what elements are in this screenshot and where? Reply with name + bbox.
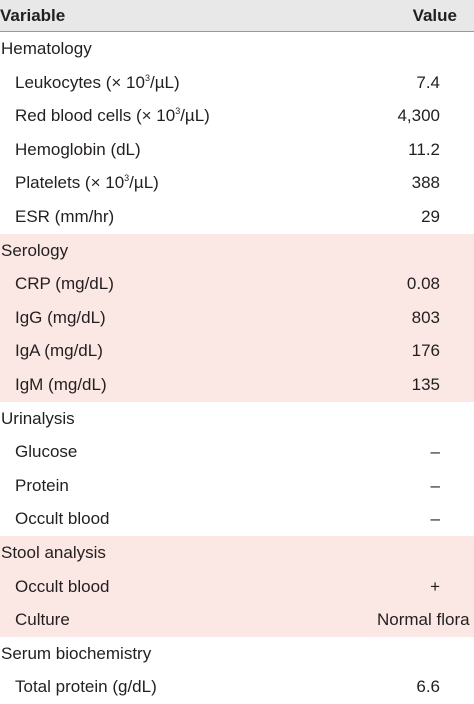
row-label-text: Hemoglobin (dL) [15, 139, 141, 159]
row-label-text: Platelets (× 10 [15, 173, 125, 193]
table-row: Total protein (g/dL) 6.6 [0, 670, 474, 704]
table-row: Glucose – [0, 435, 474, 469]
row-label: Culture [15, 603, 70, 637]
row-label-text: CRP (mg/dL) [15, 274, 114, 294]
table-row: Red blood cells (× 103/µL) 4,300 [0, 99, 474, 133]
row-value: – [430, 442, 440, 462]
table-section: Hematology Leukocytes (× 103/µL) 7.4 Red bl… [0, 32, 474, 234]
table-row: IgG (mg/dL) 803 [0, 301, 474, 335]
table-row: Occult blood – [0, 502, 474, 536]
header-divider [0, 31, 474, 32]
row-label: Occult blood [15, 570, 110, 604]
row-value: 0.08 [406, 274, 440, 294]
section-title-row: Hematology [0, 32, 474, 66]
table-row: CRP (mg/dL) 0.08 [0, 267, 474, 301]
row-label-text: IgG (mg/dL) [15, 307, 106, 327]
table-row: Hemoglobin (dL) 11.2 [0, 133, 474, 167]
row-label-text: Red blood cells (× 10 [15, 106, 176, 126]
row-label-exponent: 3 [175, 106, 181, 117]
row-label: ESR (mm/hr) [15, 200, 114, 234]
value-column-header: Value [412, 6, 457, 25]
row-label-exponent: 3 [144, 72, 150, 83]
row-label: IgA (mg/dL) [15, 334, 103, 368]
row-value: – [430, 509, 440, 529]
row-label-text: Occult blood [15, 576, 110, 596]
row-value: Normal flora [377, 610, 470, 630]
section-title: Hematology [1, 39, 92, 58]
row-label-text: Occult blood [15, 509, 110, 529]
section-title-row: Stool analysis [0, 536, 474, 570]
section-title: Urinalysis [1, 408, 75, 428]
row-label: Protein [15, 469, 69, 503]
row-label: Occult blood [15, 502, 110, 536]
row-label-exponent: 3 [124, 173, 130, 184]
section-title-row: Urinalysis [0, 402, 474, 436]
row-label: IgM (mg/dL) [15, 368, 107, 402]
table-row: IgA (mg/dL) 176 [0, 334, 474, 368]
row-label-text: Glucose [15, 442, 78, 462]
row-label-text: Protein [15, 475, 69, 495]
row-value: 11.2 [408, 139, 440, 159]
row-value: 6.6 [416, 677, 440, 697]
table-row: Occult blood + [0, 570, 474, 604]
section-title-row: Serology [0, 234, 474, 268]
row-label-text: Culture [15, 610, 70, 630]
row-label: Glucose [15, 435, 77, 469]
row-label: Red blood cells (× 103/µL) [15, 99, 210, 133]
row-value: 388 [411, 173, 440, 193]
table-section: Serum biochemistry Total protein (g/dL) 6.… [0, 637, 474, 704]
table-row: Platelets (× 103/µL) 388 [0, 166, 474, 200]
table-row: Protein – [0, 469, 474, 503]
table-section: Urinalysis Glucose – Protein – Occult blood – [0, 402, 474, 536]
row-label-unit: /µL) [129, 173, 159, 193]
table-row: Leukocytes (× 103/µL) 7.4 [0, 66, 474, 100]
row-value: 176 [411, 341, 440, 361]
section-title: Serology [1, 240, 69, 260]
row-label-unit: /µL) [149, 72, 180, 92]
table-header: Variable Value [0, 0, 474, 32]
row-value: 135 [411, 374, 440, 394]
row-value: 4,300 [397, 106, 440, 126]
row-label-text: Total protein (g/dL) [15, 677, 157, 697]
row-label-text: IgA (mg/dL) [15, 341, 103, 361]
row-label-text: Leukocytes (× 10 [15, 72, 145, 92]
row-label: IgG (mg/dL) [15, 301, 106, 335]
table-row: ESR (mm/hr) 29 [0, 200, 474, 234]
row-value: 7.4 [416, 72, 440, 92]
table-section: Serology CRP (mg/dL) 0.08 IgG (mg/dL) 803 IgA… [0, 233, 474, 402]
table-section: Stool analysis Occult blood + Culture Normal… [0, 535, 474, 637]
row-value: 29 [421, 206, 440, 226]
row-label: Total protein (g/dL) [15, 670, 157, 704]
row-label-unit: /µL) [180, 106, 210, 126]
section-title: Stool analysis [1, 542, 106, 562]
row-label-text: IgM (mg/dL) [15, 374, 107, 394]
section-title-row: Serum biochemistry [0, 637, 474, 671]
row-value: – [430, 475, 440, 495]
section-title: Serum biochemistry [1, 643, 152, 663]
row-label: Hemoglobin (dL) [15, 133, 141, 167]
row-label: Platelets (× 103/µL) [15, 166, 159, 200]
table-row: IgM (mg/dL) 135 [0, 368, 474, 402]
row-label: CRP (mg/dL) [15, 267, 114, 301]
row-label: Leukocytes (× 103/µL) [15, 66, 180, 100]
table-row: Culture Normal flora [0, 603, 474, 637]
row-label-text: ESR (mm/hr) [15, 206, 115, 226]
variable-column-header: Variable [0, 6, 66, 25]
row-value: 803 [411, 307, 440, 327]
table-body: Hematology Leukocytes (× 103/µL) 7.4 Red bl… [0, 32, 474, 704]
row-value: + [430, 576, 440, 596]
